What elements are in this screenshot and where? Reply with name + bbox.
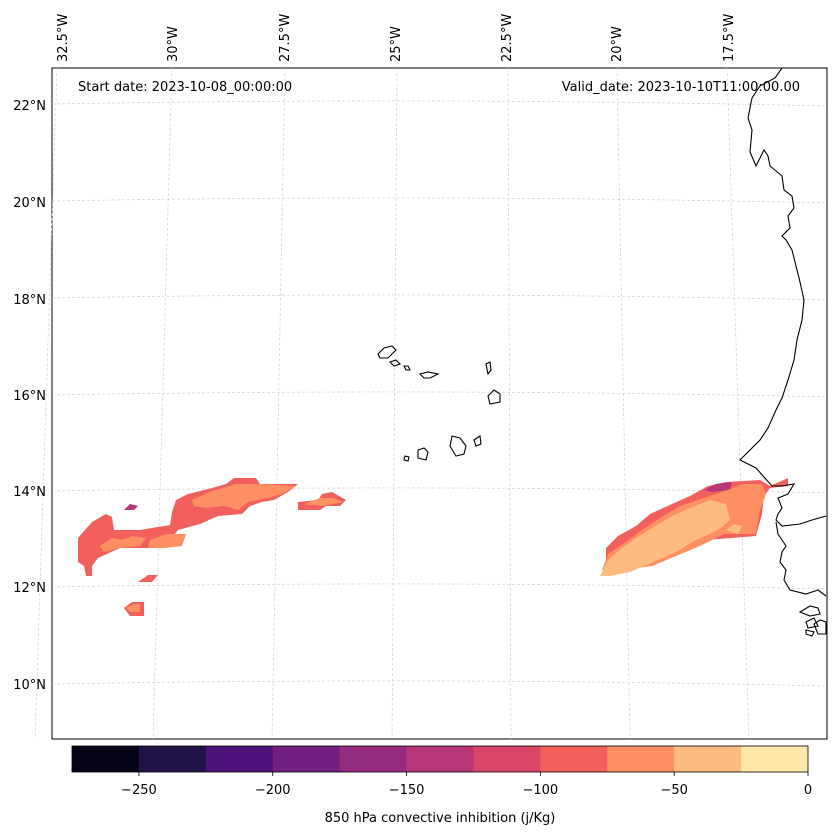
lon-label: 32.5°W <box>56 14 71 62</box>
cin-region-west-fleck <box>138 575 158 582</box>
map-frame <box>51 67 828 740</box>
coastline-island-sao-vicente <box>388 359 402 367</box>
colorbar-swatch <box>741 746 809 772</box>
gridline-lat-16 <box>51 391 828 398</box>
coastlines <box>377 67 827 637</box>
gridline-lon-25 <box>391 67 398 740</box>
gridline-lat-20 <box>51 197 828 204</box>
colorbar-ticks <box>138 772 809 776</box>
coastline-bijagos-3 <box>805 629 815 637</box>
coastline-island-fogo <box>417 447 429 461</box>
lon-labels: 32.5°W 30°W 27.5°W 25°W 22.5°W 20°W 17.5… <box>56 14 737 62</box>
gridline-lat-10 <box>51 680 828 687</box>
lat-label: 16°N <box>13 389 46 404</box>
cin-region-east-light <box>600 500 730 576</box>
gridline-lon-17-5 <box>726 67 750 740</box>
coastline-island-sao-nicolau <box>418 371 440 379</box>
colorbar-swatch <box>540 746 608 772</box>
colorbar-tick-label: 0 <box>804 783 812 798</box>
cin-region-west-orange-2 <box>148 534 186 548</box>
colorbar-swatch <box>406 746 474 772</box>
cin-region-west-orange-3 <box>192 484 296 510</box>
colorbar-swatch <box>339 746 408 772</box>
coastline-island-santiago <box>449 435 467 457</box>
lon-label: 27.5°W <box>278 14 293 62</box>
lat-label: 20°N <box>13 196 46 211</box>
gridline-lon-32-5 <box>34 67 58 740</box>
gridline-lon-22-5 <box>507 67 512 740</box>
colorbar-tick-label: −100 <box>523 783 559 798</box>
lon-label: 20°W <box>610 26 625 62</box>
colorbar-tick-label: −250 <box>121 783 157 798</box>
lat-label: 18°N <box>13 293 46 308</box>
colorbar-swatch <box>607 746 675 772</box>
colorbar-swatch <box>138 746 207 772</box>
colorbar-tick-label: −50 <box>660 783 687 798</box>
colorbar-swatch <box>272 746 341 772</box>
coastline-island-maio <box>473 435 482 447</box>
lat-label: 10°N <box>13 678 46 693</box>
colorbar-swatch <box>205 746 274 772</box>
colorbar-tick-label: −200 <box>255 783 291 798</box>
colorbar-tick-labels: −250 −200 −150 −100 −50 0 <box>121 783 812 798</box>
colorbar-swatches <box>72 746 809 772</box>
gridline-lon-30 <box>152 67 173 740</box>
cin-region-west-orange-4 <box>304 498 344 506</box>
cin-region-west-orange-5 <box>126 604 140 612</box>
cin-field-west <box>78 478 346 616</box>
gridlines <box>34 67 828 740</box>
coastline-island-brava <box>403 455 410 462</box>
valid-date-label: Valid_date: 2023-10-10T11:00:00.00 <box>562 80 800 95</box>
coastline-bijagos-4 <box>813 619 827 635</box>
lon-label: 25°W <box>389 26 404 62</box>
coastline-island-boa-vista <box>487 389 501 405</box>
lat-labels: 22°N 20°N 18°N 16°N 14°N 12°N 10°N <box>13 99 46 693</box>
lon-label: 30°W <box>166 26 181 62</box>
colorbar-swatch <box>473 746 541 772</box>
colorbar-swatch <box>72 746 140 772</box>
gridline-lon-27-5 <box>271 67 286 740</box>
colorbar-frame <box>71 745 809 773</box>
gridline-lat-22 <box>51 100 828 107</box>
coastline-bijagos-1 <box>798 605 821 617</box>
cin-field-east <box>600 478 788 576</box>
gridline-lon-20 <box>616 67 631 740</box>
lon-label: 22.5°W <box>500 14 515 62</box>
gridline-lat-12 <box>51 583 828 590</box>
colorbar-swatch <box>674 746 742 772</box>
lat-label: 12°N <box>13 581 46 596</box>
colorbar-tick-label: −150 <box>389 783 425 798</box>
cin-region-west-purple <box>124 504 138 510</box>
coastline-island-sal <box>485 361 492 376</box>
gridline-lat-18 <box>51 294 828 301</box>
coastline-island-santa-luzia <box>403 365 411 371</box>
coastline-africa <box>739 67 827 597</box>
coastline-bijagos-2 <box>805 617 819 629</box>
colorbar-label: 850 hPa convective inhibition (j/Kg) <box>325 811 556 826</box>
lat-label: 22°N <box>13 99 46 114</box>
gridline-lat-14 <box>51 487 828 494</box>
cin-region-east-purple <box>704 482 732 492</box>
lon-label: 17.5°W <box>722 14 737 62</box>
cin-region-east-light-2 <box>726 524 742 534</box>
cin-region-west-orange-1 <box>100 536 146 552</box>
lat-label: 14°N <box>13 485 46 500</box>
coastline-island-santo-antao <box>377 345 397 359</box>
start-date-label: Start date: 2023-10-08_00:00:00 <box>78 80 292 95</box>
